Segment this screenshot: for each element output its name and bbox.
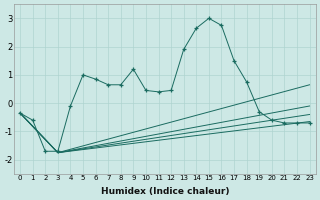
X-axis label: Humidex (Indice chaleur): Humidex (Indice chaleur) <box>100 187 229 196</box>
